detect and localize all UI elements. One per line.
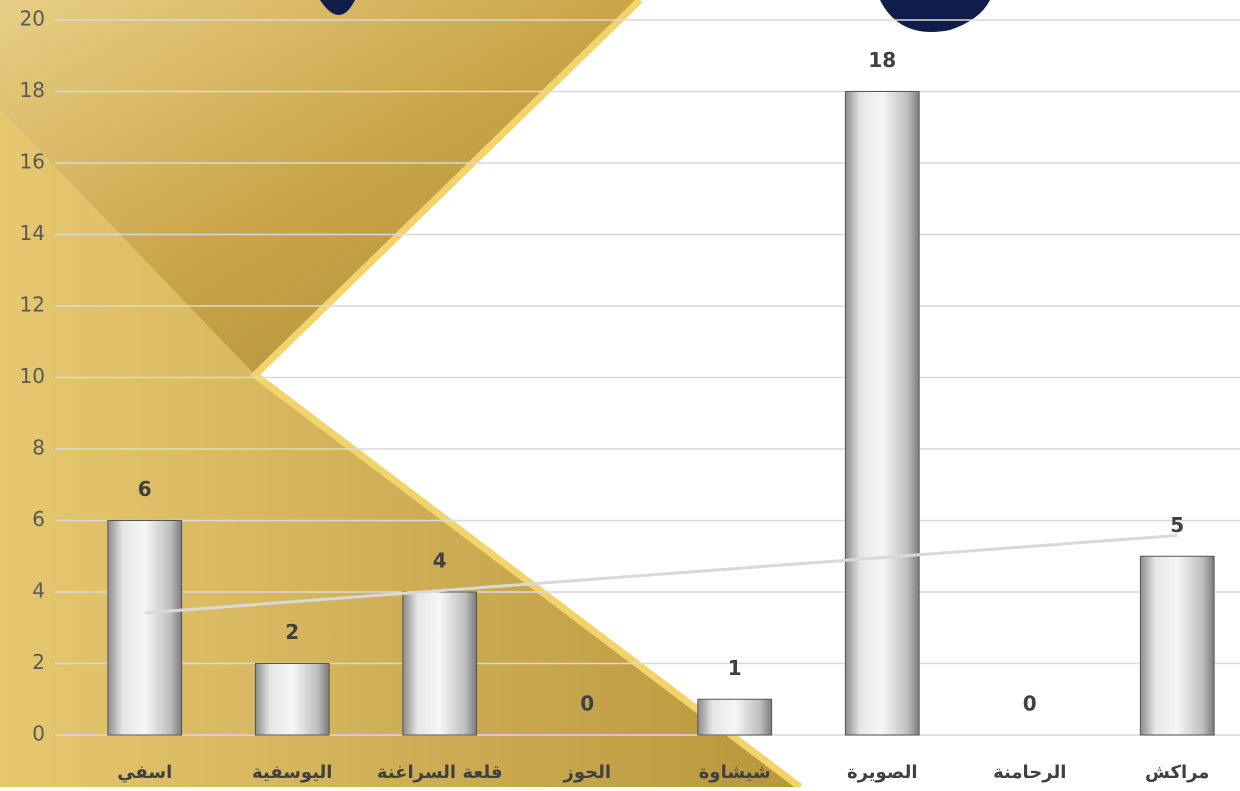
value-label: 4 bbox=[433, 549, 447, 573]
y-tick-label: 18 bbox=[20, 78, 45, 102]
bar bbox=[254, 663, 330, 736]
bar bbox=[1139, 555, 1215, 736]
bar bbox=[844, 91, 920, 736]
value-label: 18 bbox=[868, 48, 896, 72]
y-tick-label: 0 bbox=[32, 722, 45, 746]
y-tick-label: 16 bbox=[20, 150, 45, 174]
x-tick-label: الرحامنة bbox=[993, 762, 1066, 783]
value-label: 5 bbox=[1170, 513, 1184, 537]
value-label: 2 bbox=[285, 620, 299, 644]
value-label: 1 bbox=[728, 656, 742, 680]
y-tick-label: 20 bbox=[20, 7, 45, 31]
x-tick-label: قلعة السراغنة bbox=[377, 762, 503, 783]
x-tick-label: الحوز bbox=[562, 762, 611, 783]
y-tick-label: 4 bbox=[32, 579, 45, 603]
y-tick-label: 12 bbox=[20, 293, 45, 317]
trendline bbox=[144, 533, 1178, 615]
x-tick-label: مراكش bbox=[1145, 762, 1209, 783]
value-label: 0 bbox=[580, 692, 594, 716]
bar bbox=[402, 591, 478, 736]
background-decoration bbox=[0, 0, 990, 790]
x-tick-label: الصويرة bbox=[847, 762, 918, 783]
y-tick-label: 8 bbox=[32, 436, 45, 460]
x-tick-label: شيشاوة bbox=[699, 762, 771, 783]
y-tick-label: 2 bbox=[32, 650, 45, 674]
value-label: 0 bbox=[1023, 692, 1037, 716]
x-tick-label: اليوسفية bbox=[252, 762, 332, 783]
value-label: 6 bbox=[138, 477, 152, 501]
x-tick-label: اسفي bbox=[117, 762, 172, 783]
bar bbox=[107, 520, 183, 736]
y-tick-label: 6 bbox=[32, 507, 45, 531]
bar bbox=[697, 698, 773, 736]
y-tick-label: 10 bbox=[20, 364, 45, 388]
y-tick-label: 14 bbox=[20, 221, 45, 245]
